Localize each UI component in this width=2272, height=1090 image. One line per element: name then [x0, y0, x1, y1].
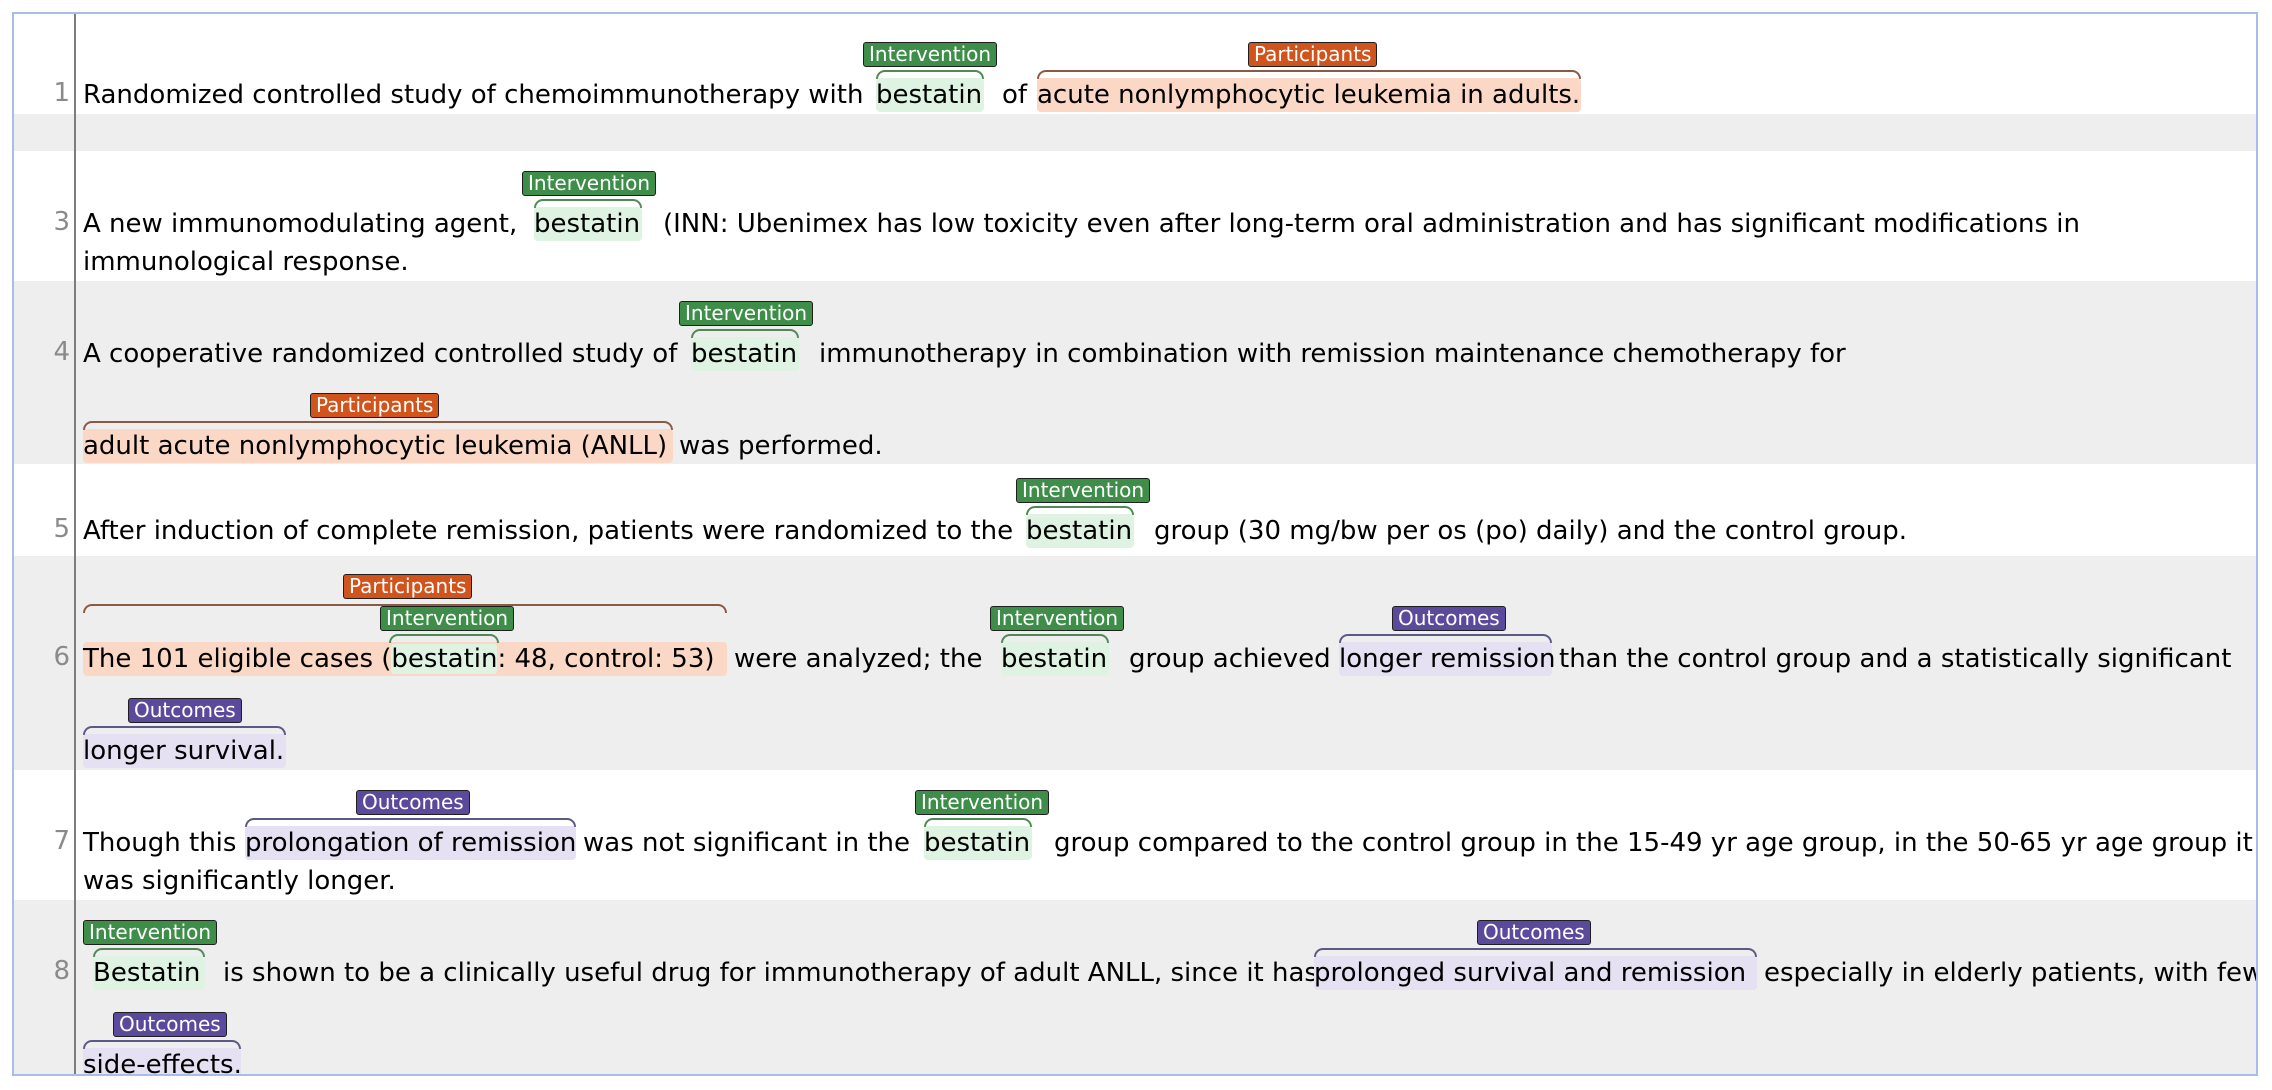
- sentence-text: group compared to the control group in t…: [1054, 828, 2253, 858]
- outcomes-span[interactable]: side-effects.: [83, 1048, 242, 1074]
- intervention-brace: [924, 818, 1032, 827]
- intervention-span[interactable]: bestatin: [1026, 514, 1134, 548]
- sentence-text: group achieved: [1129, 644, 1331, 674]
- participants-brace: [83, 604, 727, 613]
- intervention-tag[interactable]: Intervention: [863, 42, 998, 67]
- sentence-text: than the control group and a statistical…: [1559, 644, 2232, 674]
- intervention-brace: [1001, 634, 1109, 643]
- participants-tag[interactable]: Participants: [310, 393, 440, 418]
- outcomes-tag[interactable]: Outcomes: [356, 790, 470, 815]
- participants-text-start: The 101 eligible cases (: [83, 644, 392, 674]
- intervention-tag[interactable]: Intervention: [990, 606, 1125, 631]
- sentence-row-4: 4 A cooperative randomized controlled st…: [14, 281, 2256, 464]
- line-number: 5: [53, 514, 70, 544]
- sentence-row-6: 6 Participants The 101 eligible cases (b…: [14, 556, 2256, 770]
- participants-brace: [1037, 70, 1581, 79]
- sentence-text: especially in elderly patients, with few: [1764, 958, 2258, 988]
- sentence-text: immunological response.: [83, 247, 409, 277]
- intervention-brace: [691, 329, 799, 338]
- intervention-span[interactable]: bestatin: [691, 337, 799, 371]
- outcomes-tag[interactable]: Outcomes: [128, 698, 242, 723]
- intervention-brace: [93, 948, 205, 957]
- intervention-tag[interactable]: Intervention: [83, 920, 218, 945]
- participants-brace: [83, 421, 673, 430]
- sentence-text: was not significant in the: [583, 828, 911, 858]
- outcomes-span[interactable]: prolongation of remission: [245, 826, 577, 860]
- participants-span[interactable]: The 101 eligible cases (bestatin: 48, co…: [83, 642, 727, 676]
- sentence-text: is shown to be a clinically useful drug …: [223, 958, 1318, 988]
- sentence-text: were analyzed; the: [734, 644, 983, 674]
- outcomes-span[interactable]: prolonged survival and remission: [1314, 956, 1757, 990]
- participants-text-end: : 48, control: 53): [497, 644, 715, 674]
- line-number: 6: [53, 642, 70, 672]
- outcomes-brace: [83, 726, 286, 735]
- intervention-tag[interactable]: Intervention: [679, 301, 814, 326]
- intervention-span[interactable]: bestatin: [876, 78, 984, 112]
- outcomes-span[interactable]: longer survival.: [83, 734, 286, 768]
- outcomes-tag[interactable]: Outcomes: [113, 1012, 227, 1037]
- sentence-row-8: 8 Intervention Bestatin is shown to be a…: [14, 900, 2258, 1074]
- outcomes-span[interactable]: longer remission: [1339, 642, 1556, 676]
- sentence-text: group (30 mg/bw per os (po) daily) and t…: [1154, 516, 1907, 546]
- sentence-text: (INN: Ubenimex has low toxicity even aft…: [663, 209, 2080, 239]
- annotation-document-frame: 1 Randomized controlled study of chemoim…: [12, 12, 2258, 1076]
- intervention-span[interactable]: bestatin: [924, 826, 1032, 860]
- sentence-text: After induction of complete remission, p…: [83, 516, 1014, 546]
- sentence-text: was performed.: [679, 431, 883, 461]
- line-number-gutter-divider: [74, 14, 76, 1074]
- outcomes-brace: [1339, 634, 1552, 643]
- intervention-tag[interactable]: Intervention: [915, 790, 1050, 815]
- participants-tag[interactable]: Participants: [343, 574, 473, 599]
- outcomes-brace: [245, 818, 576, 827]
- sentence-row-5: 5 After induction of complete remission,…: [14, 464, 2256, 556]
- intervention-brace: [534, 199, 642, 208]
- intervention-tag[interactable]: Intervention: [522, 171, 657, 196]
- intervention-brace: [389, 634, 499, 643]
- outcomes-tag[interactable]: Outcomes: [1477, 920, 1591, 945]
- intervention-span[interactable]: Bestatin: [93, 956, 205, 990]
- participants-span[interactable]: acute nonlymphocytic leukemia in adults.: [1037, 78, 1581, 112]
- intervention-brace: [1026, 506, 1134, 515]
- outcomes-tag[interactable]: Outcomes: [1392, 606, 1506, 631]
- sentence-row-3: 3 A new immunomodulating agent, Interven…: [14, 151, 2256, 281]
- intervention-span[interactable]: bestatin: [534, 207, 642, 241]
- sentence-text: Randomized controlled study of chemoimmu…: [83, 80, 864, 110]
- sentence-row-1: 1 Randomized controlled study of chemoim…: [14, 14, 2256, 114]
- line-number: 1: [53, 78, 70, 108]
- participants-span[interactable]: adult acute nonlymphocytic leukemia (ANL…: [83, 429, 673, 463]
- intervention-tag[interactable]: Intervention: [1016, 478, 1151, 503]
- sentence-row-2: [14, 114, 2256, 151]
- sentence-row-7: 7 Though this Outcomes prolongation of r…: [14, 770, 2256, 900]
- line-number: 3: [53, 207, 70, 237]
- line-number: 4: [53, 337, 70, 367]
- intervention-span[interactable]: bestatin: [1001, 642, 1109, 676]
- sentence-text: Though this: [83, 828, 237, 858]
- sentence-text: immunotherapy in combination with remiss…: [819, 339, 1846, 369]
- outcomes-brace: [1314, 948, 1757, 957]
- intervention-tag[interactable]: Intervention: [380, 606, 515, 631]
- sentence-text: A new immunomodulating agent,: [83, 209, 518, 239]
- sentence-text: A cooperative randomized controlled stud…: [83, 339, 678, 369]
- line-number: 7: [53, 826, 70, 856]
- sentence-text: of: [1002, 80, 1028, 110]
- intervention-brace: [876, 70, 984, 79]
- participants-tag[interactable]: Participants: [1248, 42, 1378, 67]
- outcomes-brace: [83, 1040, 241, 1049]
- intervention-span[interactable]: bestatin: [391, 644, 498, 674]
- sentence-text: was significantly longer.: [83, 866, 396, 896]
- line-number: 8: [53, 956, 70, 986]
